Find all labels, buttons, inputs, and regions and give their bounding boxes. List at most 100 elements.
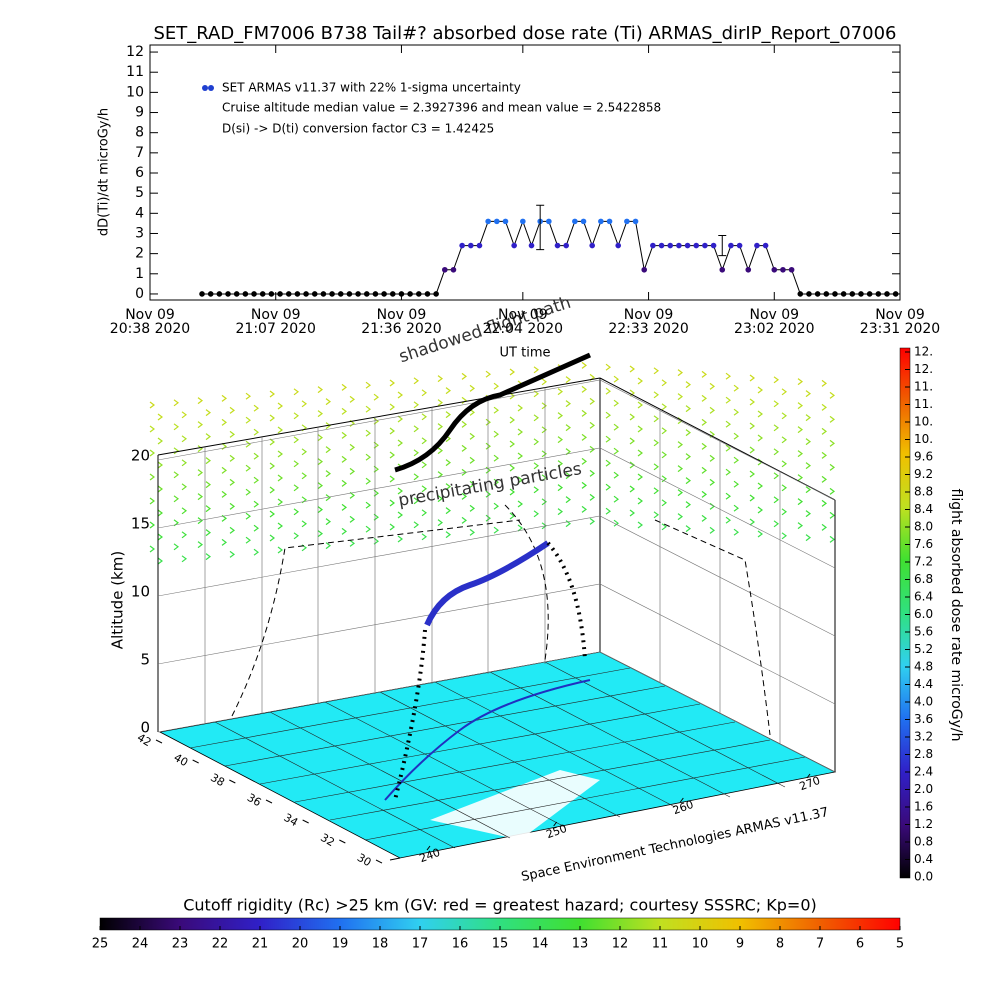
- particle-dash: [397, 487, 403, 495]
- particle-dash: [317, 530, 323, 538]
- particle-dash: [613, 447, 619, 455]
- particle-dash: [373, 513, 379, 521]
- data-point: [329, 291, 335, 297]
- data-point: [728, 242, 734, 249]
- lat-tick-label: 30: [355, 851, 374, 869]
- particle-dash: [637, 377, 643, 385]
- particle-dash: [205, 505, 211, 513]
- particle-dash: [797, 498, 803, 506]
- particle-dash: [613, 423, 619, 431]
- particle-dash: [197, 445, 203, 453]
- particle-dash: [605, 435, 611, 443]
- lat-tick-label: 34: [282, 811, 301, 829]
- particle-dash: [157, 461, 163, 469]
- data-point: [546, 218, 552, 225]
- particle-dash: [229, 406, 235, 414]
- particle-dash: [533, 462, 539, 470]
- data-point: [441, 266, 448, 273]
- particle-dash: [229, 430, 235, 438]
- colorbar-tick-label: 16: [452, 937, 469, 952]
- particle-dash: [413, 377, 419, 385]
- particle-dash: [773, 400, 779, 408]
- particle-dash: [413, 425, 419, 433]
- colorbar-tick-label: 6.0: [914, 607, 933, 621]
- particle-dash: [493, 406, 499, 414]
- x-tick-label: Nov 09 21:36 2020: [361, 307, 442, 337]
- particle-dash: [781, 532, 787, 540]
- particle-dash: [389, 379, 395, 387]
- particle-dash: [173, 399, 179, 407]
- data-point: [511, 242, 517, 249]
- particle-dash: [365, 429, 371, 437]
- particle-dash: [461, 492, 467, 500]
- particle-dash: [293, 460, 299, 468]
- z-grid-line: [157, 447, 836, 569]
- colorbar-tick-label: 17: [412, 937, 429, 952]
- particle-dash: [461, 420, 467, 428]
- colorbar-tick-label: 8.8: [914, 485, 933, 499]
- y-tick-label: 2: [135, 246, 144, 262]
- data-point: [771, 266, 778, 273]
- data-point: [320, 291, 327, 297]
- particle-dash: [605, 459, 611, 467]
- particle-dash: [581, 481, 587, 489]
- particle-dash: [397, 439, 403, 447]
- particle-dash: [701, 442, 707, 450]
- particle-dash: [301, 520, 307, 528]
- particle-dash: [701, 466, 707, 474]
- particle-dash: [653, 439, 659, 447]
- particle-dash: [581, 361, 587, 369]
- particle-dash: [589, 517, 595, 525]
- particle-dash: [677, 369, 683, 377]
- particle-dash: [733, 456, 739, 464]
- particle-dash: [781, 388, 787, 396]
- particle-dash: [349, 443, 355, 451]
- data-point: [216, 291, 223, 297]
- x-axis-label: UT time: [500, 346, 551, 361]
- colorbar-tick-label: 11: [652, 937, 669, 952]
- particle-dash: [365, 405, 371, 413]
- lat-tick: [339, 839, 346, 844]
- particle-dash: [245, 392, 251, 400]
- particle-dash: [301, 400, 307, 408]
- lat-tick-label: 32: [318, 831, 337, 849]
- particle-dash: [709, 430, 715, 438]
- particle-dash: [493, 502, 499, 510]
- particle-dash: [781, 460, 787, 468]
- particle-dash: [685, 525, 691, 533]
- particle-dash: [181, 411, 187, 419]
- lat-tick-label: 40: [172, 751, 191, 769]
- colorbar-tick-label: 11.: [914, 380, 933, 394]
- particle-dash: [677, 393, 683, 401]
- particle-dash: [221, 394, 227, 402]
- particle-dash: [653, 511, 659, 519]
- particle-dash: [613, 375, 619, 383]
- colorbar-tick-label: 6.4: [914, 590, 933, 604]
- particle-dash: [725, 372, 731, 380]
- particle-dash: [653, 367, 659, 375]
- particle-dash: [325, 422, 331, 430]
- particle-dash: [245, 464, 251, 472]
- particle-dash: [581, 457, 587, 465]
- particle-dash: [805, 462, 811, 470]
- particle-dash: [805, 438, 811, 446]
- particle-field: [149, 361, 835, 565]
- particle-dash: [269, 414, 275, 422]
- particle-dash: [749, 398, 755, 406]
- colorbar-tick-label: 7.2: [914, 555, 933, 569]
- particle-dash: [613, 471, 619, 479]
- particle-dash: [397, 415, 403, 423]
- colorbar-tick-label: 24: [132, 937, 149, 952]
- data-point: [823, 291, 830, 297]
- particle-dash: [757, 410, 763, 418]
- data-point: [199, 291, 205, 297]
- particle-dash: [605, 363, 611, 371]
- particle-dash: [677, 513, 683, 521]
- particle-dash: [589, 493, 595, 501]
- particle-dash: [389, 475, 395, 483]
- particle-dash: [733, 504, 739, 512]
- colorbar-tick-label: 12.: [914, 362, 933, 376]
- particle-dash: [469, 480, 475, 488]
- particle-dash: [709, 406, 715, 414]
